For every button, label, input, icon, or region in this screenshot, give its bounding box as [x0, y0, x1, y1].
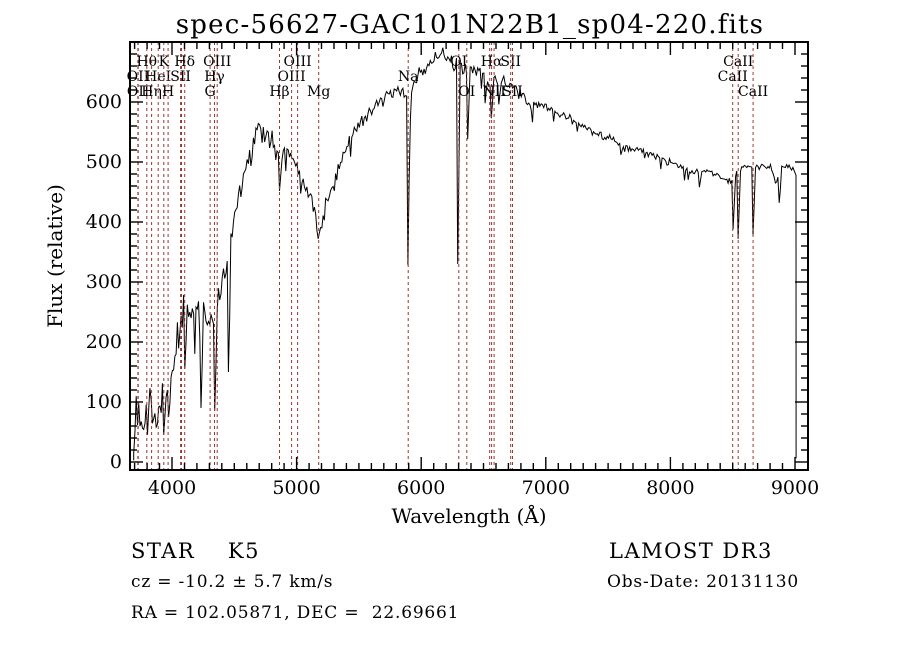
obs-date: Obs-Date: 20131130 — [607, 572, 800, 592]
spectral-line-label: CaII — [723, 54, 753, 70]
spectral-line-label: Hη — [141, 84, 162, 100]
spectral-line-label: SII — [502, 84, 523, 100]
y-tick-label: 0 — [110, 451, 122, 473]
y-axis-title: Flux (relative) — [43, 184, 67, 328]
y-tick-label: 100 — [86, 391, 122, 413]
cz-value: cz = -10.2 ± 5.7 km/s — [131, 572, 334, 592]
plot-frame — [129, 41, 809, 471]
x-tick-label: 8000 — [646, 477, 694, 499]
spectral-line-label: Hθ — [136, 54, 157, 70]
spectral-line-label: H — [162, 84, 174, 100]
spectral-line-label: HeI — [145, 69, 171, 85]
spectral-line-label: SII — [170, 69, 191, 85]
survey-label: LAMOST DR3 — [609, 539, 773, 563]
spectral-line-label: Hδ — [174, 54, 195, 70]
spectral-line-label: OI — [458, 84, 475, 100]
spectral-line-label: OII — [127, 84, 150, 100]
spectral-line-label: CaII — [738, 84, 768, 100]
x-tick-label: 7000 — [522, 477, 570, 499]
y-tick-label: 500 — [86, 151, 122, 173]
spectral-line-label: K — [159, 54, 170, 70]
spectral-line-label: Hα — [481, 54, 503, 70]
y-tick-label: 200 — [86, 331, 122, 353]
spectral-line-label: G — [205, 84, 216, 100]
spectrum-path — [133, 47, 797, 461]
spectral-line-label: Mg — [307, 84, 330, 100]
spectral-line-label: OII — [127, 69, 150, 85]
y-tick-label: 400 — [86, 211, 122, 233]
classification-label: STAR K5 — [131, 539, 260, 563]
ra-dec-value: RA = 102.05871, DEC = 22.69661 — [131, 603, 460, 623]
page-title: spec-56627-GAC101N22B1_sp04-220.fits — [175, 10, 765, 40]
y-tick-label: 300 — [86, 271, 122, 293]
spectral-line-label: OI — [450, 54, 467, 70]
spectral-line-label: OIII — [284, 54, 312, 70]
spectral-line-label: Na — [398, 69, 419, 85]
spectral-line-label: CaII — [718, 69, 748, 85]
y-tick-label: 600 — [86, 91, 122, 113]
spectral-line-label: OIII — [278, 69, 306, 85]
x-tick-label: 6000 — [397, 477, 445, 499]
x-tick-label: 5000 — [272, 477, 320, 499]
x-axis-title: Wavelength (Å) — [391, 503, 546, 528]
x-tick-label: 4000 — [148, 477, 196, 499]
spectral-line-label: OIII — [203, 54, 231, 70]
spectral-line-label: NII — [482, 84, 505, 100]
spectral-line-label: SII — [500, 54, 521, 70]
x-tick-label: 9000 — [771, 477, 819, 499]
spectral-line-label: Hγ — [204, 69, 225, 85]
spectral-line-label: Hβ — [269, 84, 289, 100]
